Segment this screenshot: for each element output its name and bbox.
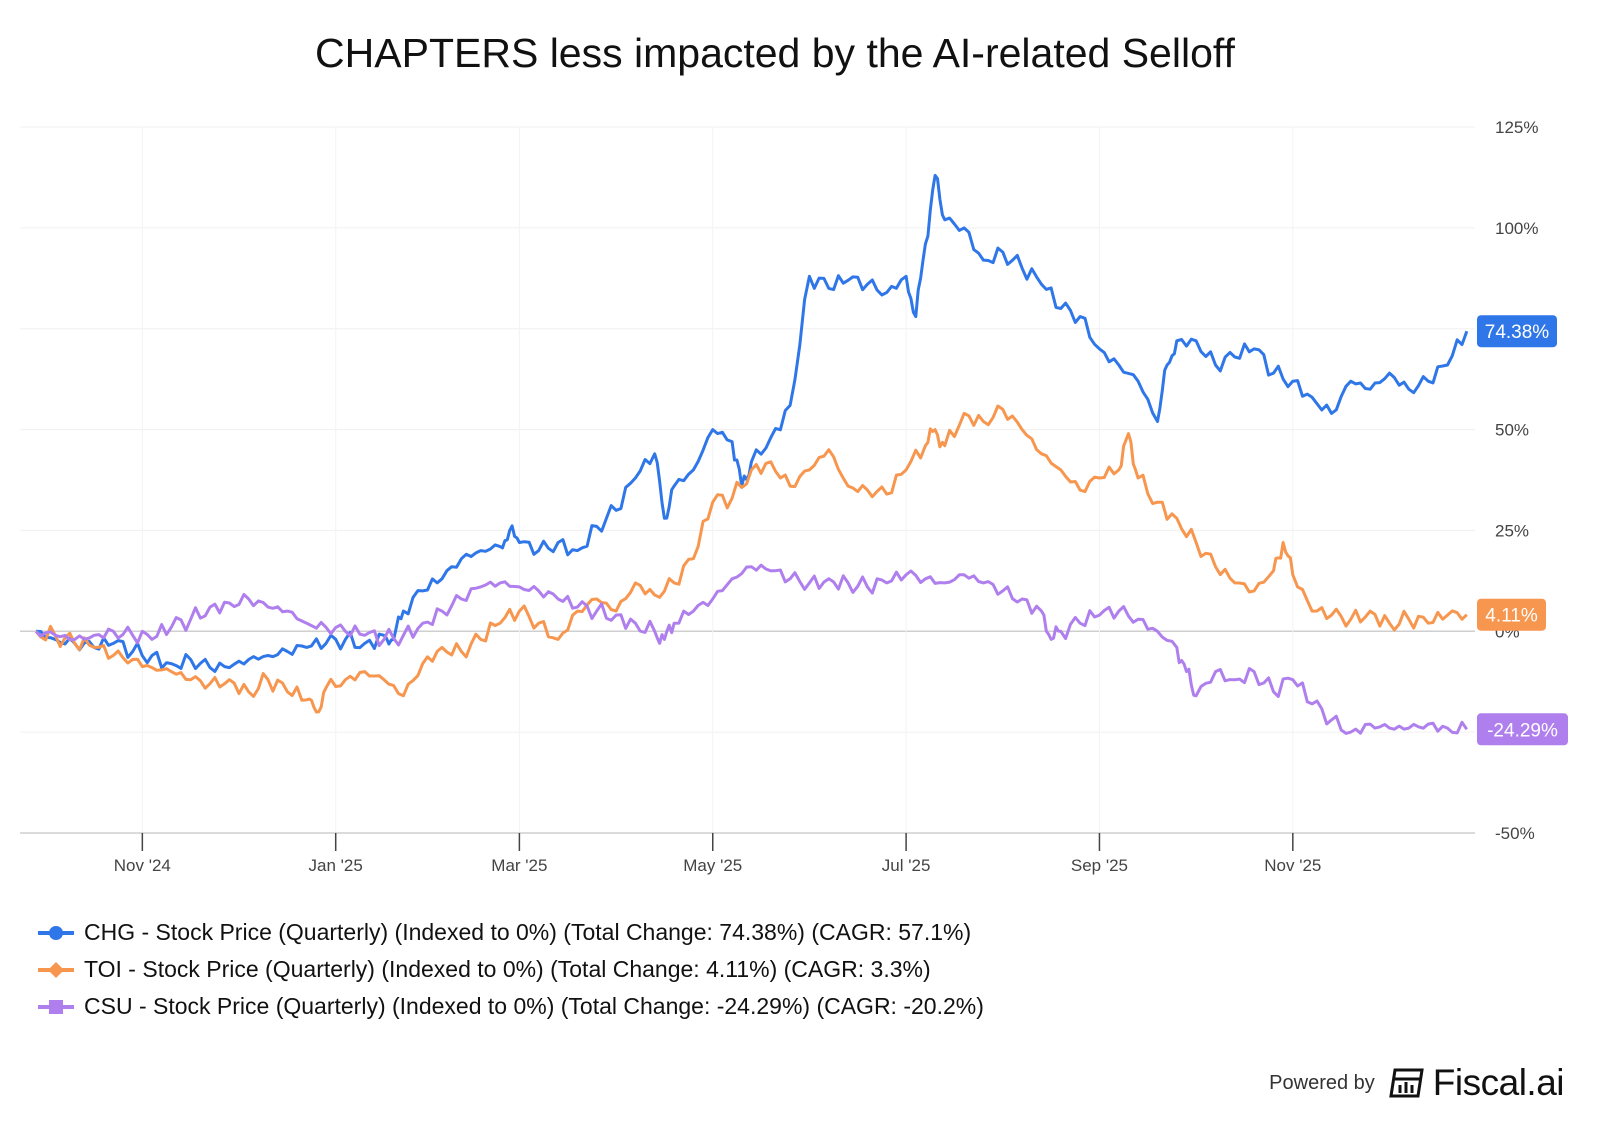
- legend-item-csu[interactable]: CSU - Stock Price (Quarterly) (Indexed t…: [36, 988, 984, 1025]
- legend-item-toi[interactable]: TOI - Stock Price (Quarterly) (Indexed t…: [36, 951, 984, 988]
- x-tick-label: Nov '24: [114, 856, 171, 875]
- grid-lines: [20, 126, 1475, 833]
- end-label-csu: -24.29%: [1487, 720, 1558, 741]
- x-tick-label: Jul '25: [882, 856, 931, 875]
- legend: CHG - Stock Price (Quarterly) (Indexed t…: [36, 914, 984, 1025]
- legend-label-toi: TOI - Stock Price (Quarterly) (Indexed t…: [84, 956, 931, 982]
- y-tick-label: 25%: [1495, 521, 1529, 540]
- fiscal-logo-icon: [1389, 1068, 1424, 1098]
- series-line-csu: [34, 563, 1469, 735]
- end-label-chg: 74.38%: [1485, 322, 1550, 343]
- end-labels: 74.38% 4.11% -24.29%: [1477, 315, 1568, 746]
- x-tick-label: Jan '25: [309, 856, 363, 875]
- y-tick-label: -50%: [1495, 824, 1535, 843]
- x-tick-label: May '25: [683, 856, 742, 875]
- series-line-toi: [34, 404, 1468, 714]
- y-tick-label: 50%: [1495, 421, 1529, 440]
- axes: 125%100%50%25%0%-50%Nov '24 Jan '25 Mar '2…: [20, 118, 1538, 875]
- end-label-box-toi: [1477, 598, 1546, 631]
- end-label-toi: 4.11%: [1485, 606, 1538, 627]
- x-tick-label: Nov '25: [1264, 856, 1321, 875]
- series-line-chg: [35, 173, 1469, 673]
- end-label-box-chg: [1477, 315, 1557, 348]
- square-marker-icon: [38, 999, 74, 1014]
- y-tick-label: 125%: [1495, 118, 1538, 137]
- x-tick-label: Sep '25: [1071, 856, 1128, 875]
- branding: Powered by Fiscal.ai: [1269, 1062, 1564, 1104]
- powered-by-text: Powered by: [1269, 1071, 1375, 1094]
- end-label-box-csu: [1477, 713, 1568, 746]
- chart-title: CHAPTERS less impacted by the AI-related…: [315, 30, 1235, 76]
- legend-item-chg[interactable]: CHG - Stock Price (Quarterly) (Indexed t…: [36, 914, 984, 951]
- diamond-marker-icon: [38, 961, 74, 978]
- legend-label-csu: CSU - Stock Price (Quarterly) (Indexed t…: [84, 993, 984, 1019]
- x-tick-label: Mar '25: [491, 856, 547, 875]
- circle-marker-icon: [38, 925, 74, 940]
- series-lines: [34, 173, 1469, 735]
- y-tick-label: 100%: [1495, 219, 1538, 238]
- legend-label-chg: CHG - Stock Price (Quarterly) (Indexed t…: [84, 919, 972, 945]
- brand-name: Fiscal.ai: [1432, 1062, 1565, 1103]
- line-chart: 125%100%50%25%0%-50%Nov '24 Jan '25 Mar '2…: [20, 118, 1568, 875]
